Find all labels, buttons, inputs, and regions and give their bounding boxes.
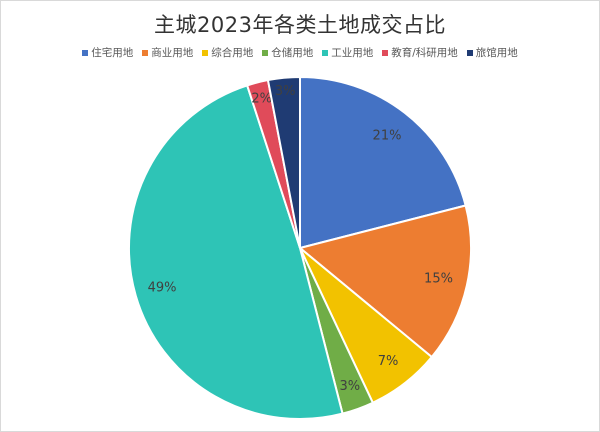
legend-swatch [82,49,89,56]
legend-label: 教育/科研用地 [391,47,458,59]
legend-label: 工业用地 [331,47,374,59]
legend-swatch [142,49,149,56]
chart-title: 主城2023年各类土地成交占比 [154,13,446,37]
legend-label: 综合用地 [211,47,254,59]
chart-legend: 住宅用地 商业用地 综合用地 仓储用地 工业用地 教育/科研用地 旅馆用地 [1,45,599,60]
legend-label: 住宅用地 [91,47,134,59]
slice-data-label: 15% [424,272,453,287]
legend-item: 商业用地 [142,45,193,60]
legend-swatch [382,49,389,56]
legend-swatch [262,49,269,56]
legend-item: 仓储用地 [262,45,313,60]
legend-swatch [202,49,209,56]
pie-slice [297,204,473,359]
legend-label: 仓储用地 [271,47,314,59]
legend-item: 旅馆用地 [466,45,518,60]
legend-item: 综合用地 [202,45,253,60]
legend-item: 工业用地 [322,45,373,60]
slice-data-label: 3% [275,84,296,99]
legend-swatch [466,49,473,56]
legend-item: 住宅用地 [82,45,133,60]
legend-swatch [322,49,329,56]
legend-label: 旅馆用地 [475,47,518,59]
slice-data-label: 49% [148,281,177,296]
slice-data-label: 3% [339,379,360,394]
pie-slice [127,84,344,421]
slice-data-label: 2% [251,91,272,106]
legend-label: 商业用地 [151,47,194,59]
slice-data-label: 21% [373,128,402,143]
legend-item: 教育/科研用地 [382,45,458,60]
pie-slice [299,75,467,250]
pie-slice [266,75,301,249]
slice-data-label: 7% [378,354,399,369]
